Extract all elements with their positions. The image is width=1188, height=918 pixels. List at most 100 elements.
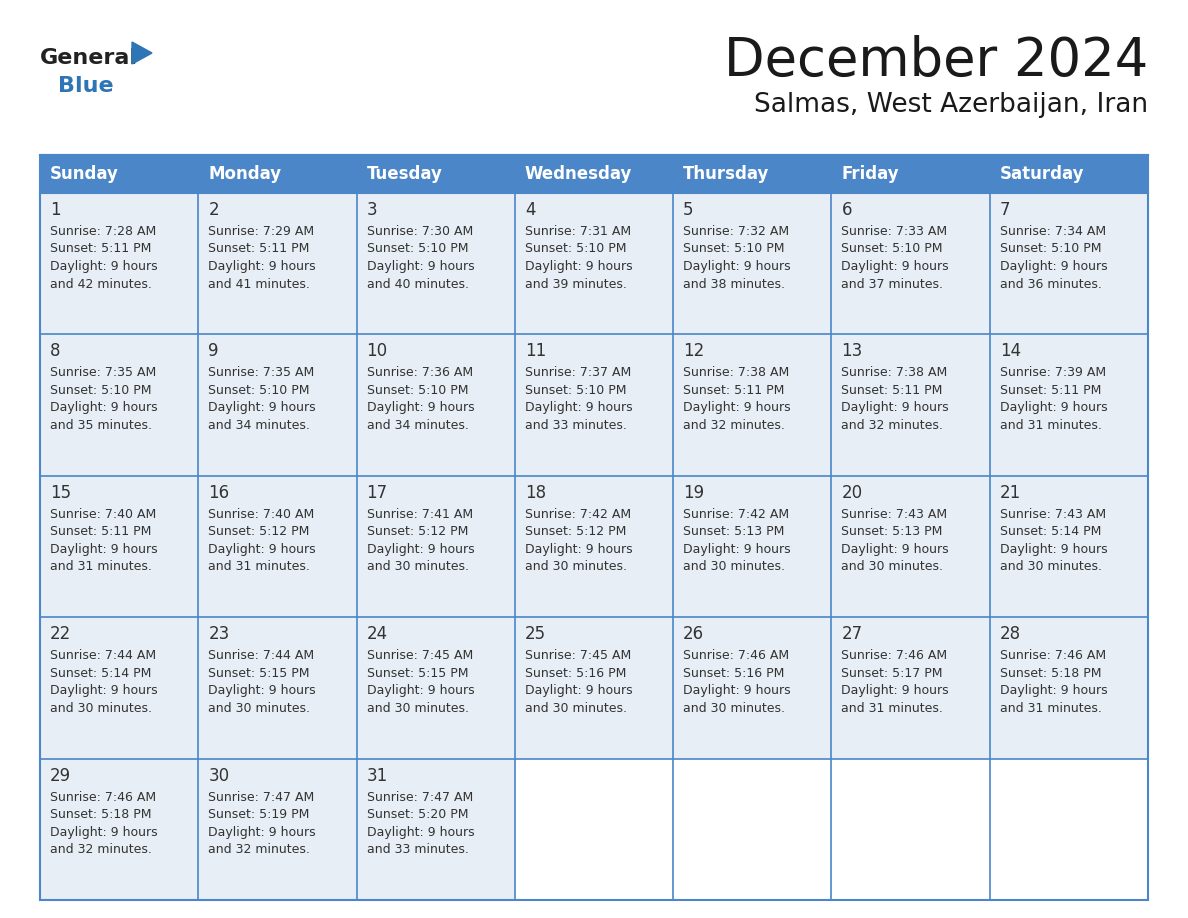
Text: Daylight: 9 hours: Daylight: 9 hours [50,401,158,414]
Text: 9: 9 [208,342,219,361]
Text: Daylight: 9 hours: Daylight: 9 hours [367,684,474,697]
Text: Daylight: 9 hours: Daylight: 9 hours [841,684,949,697]
Bar [674,334,832,476]
Bar [198,334,356,476]
Text: and 38 minutes.: and 38 minutes. [683,277,785,290]
Text: Sunrise: 7:44 AM: Sunrise: 7:44 AM [208,649,315,662]
Text: Daylight: 9 hours: Daylight: 9 hours [683,684,791,697]
Text: Daylight: 9 hours: Daylight: 9 hours [841,260,949,273]
Text: Saturday: Saturday [1000,165,1085,183]
Text: Sunrise: 7:40 AM: Sunrise: 7:40 AM [50,508,157,521]
Text: and 33 minutes.: and 33 minutes. [367,843,468,856]
Text: 5: 5 [683,201,694,219]
Text: and 31 minutes.: and 31 minutes. [1000,701,1101,715]
Text: Sunset: 5:13 PM: Sunset: 5:13 PM [683,525,784,538]
Text: 7: 7 [1000,201,1010,219]
Text: 16: 16 [208,484,229,502]
Text: Sunrise: 7:39 AM: Sunrise: 7:39 AM [1000,366,1106,379]
Text: Daylight: 9 hours: Daylight: 9 hours [50,543,158,555]
Text: 19: 19 [683,484,704,502]
Text: 23: 23 [208,625,229,644]
Bar [990,334,1148,476]
Text: and 31 minutes.: and 31 minutes. [208,560,310,574]
Text: and 36 minutes.: and 36 minutes. [1000,277,1101,290]
Bar [40,193,198,334]
Text: and 32 minutes.: and 32 minutes. [841,419,943,431]
Bar [40,758,198,900]
Bar [674,155,832,193]
Text: Sunrise: 7:35 AM: Sunrise: 7:35 AM [50,366,157,379]
Text: 4: 4 [525,201,536,219]
Text: and 30 minutes.: and 30 minutes. [50,701,152,715]
Bar [356,334,514,476]
Bar [832,155,990,193]
Bar [356,617,514,758]
Polygon shape [132,42,152,64]
Text: 17: 17 [367,484,387,502]
Text: and 33 minutes.: and 33 minutes. [525,419,627,431]
Text: Sunset: 5:14 PM: Sunset: 5:14 PM [50,666,151,679]
Text: Daylight: 9 hours: Daylight: 9 hours [367,401,474,414]
Text: 6: 6 [841,201,852,219]
Text: 12: 12 [683,342,704,361]
Text: Daylight: 9 hours: Daylight: 9 hours [367,543,474,555]
Text: 2: 2 [208,201,219,219]
Bar [674,193,832,334]
Text: Sunset: 5:19 PM: Sunset: 5:19 PM [208,808,310,821]
Text: Salmas, West Azerbaijan, Iran: Salmas, West Azerbaijan, Iran [754,92,1148,118]
Text: Sunset: 5:17 PM: Sunset: 5:17 PM [841,666,943,679]
Text: and 37 minutes.: and 37 minutes. [841,277,943,290]
Text: Daylight: 9 hours: Daylight: 9 hours [208,260,316,273]
Text: Sunrise: 7:37 AM: Sunrise: 7:37 AM [525,366,631,379]
Text: Sunrise: 7:32 AM: Sunrise: 7:32 AM [683,225,789,238]
Text: Sunset: 5:20 PM: Sunset: 5:20 PM [367,808,468,821]
Bar [990,193,1148,334]
Text: Daylight: 9 hours: Daylight: 9 hours [683,260,791,273]
Text: and 32 minutes.: and 32 minutes. [208,843,310,856]
Text: Sunrise: 7:47 AM: Sunrise: 7:47 AM [367,790,473,803]
Text: and 31 minutes.: and 31 minutes. [1000,419,1101,431]
Text: Sunrise: 7:33 AM: Sunrise: 7:33 AM [841,225,948,238]
Text: Monday: Monday [208,165,282,183]
Text: and 40 minutes.: and 40 minutes. [367,277,468,290]
Text: Daylight: 9 hours: Daylight: 9 hours [841,401,949,414]
Bar [514,334,674,476]
Text: Sunrise: 7:42 AM: Sunrise: 7:42 AM [683,508,789,521]
Text: Sunrise: 7:40 AM: Sunrise: 7:40 AM [208,508,315,521]
Bar [674,476,832,617]
Text: Sunset: 5:10 PM: Sunset: 5:10 PM [50,384,152,397]
Text: 10: 10 [367,342,387,361]
Text: Sunrise: 7:30 AM: Sunrise: 7:30 AM [367,225,473,238]
Text: and 41 minutes.: and 41 minutes. [208,277,310,290]
Text: Daylight: 9 hours: Daylight: 9 hours [367,825,474,839]
Text: Sunrise: 7:46 AM: Sunrise: 7:46 AM [841,649,948,662]
Text: Sunset: 5:10 PM: Sunset: 5:10 PM [683,242,784,255]
Text: Daylight: 9 hours: Daylight: 9 hours [525,401,632,414]
Text: Daylight: 9 hours: Daylight: 9 hours [1000,684,1107,697]
Text: Daylight: 9 hours: Daylight: 9 hours [525,260,632,273]
Text: Tuesday: Tuesday [367,165,442,183]
Text: 1: 1 [50,201,61,219]
Text: Sunset: 5:16 PM: Sunset: 5:16 PM [683,666,784,679]
Bar [832,476,990,617]
Text: and 31 minutes.: and 31 minutes. [841,701,943,715]
Text: Daylight: 9 hours: Daylight: 9 hours [683,543,791,555]
Text: and 30 minutes.: and 30 minutes. [208,701,310,715]
Text: and 30 minutes.: and 30 minutes. [683,701,785,715]
Text: Daylight: 9 hours: Daylight: 9 hours [1000,401,1107,414]
Bar [40,617,198,758]
Bar [832,193,990,334]
Text: Daylight: 9 hours: Daylight: 9 hours [367,260,474,273]
Text: Sunset: 5:14 PM: Sunset: 5:14 PM [1000,525,1101,538]
Bar [514,193,674,334]
Text: 25: 25 [525,625,546,644]
Text: Sunrise: 7:29 AM: Sunrise: 7:29 AM [208,225,315,238]
Text: Sunrise: 7:45 AM: Sunrise: 7:45 AM [525,649,631,662]
Text: Daylight: 9 hours: Daylight: 9 hours [1000,260,1107,273]
Text: Sunset: 5:10 PM: Sunset: 5:10 PM [1000,242,1101,255]
Bar [40,155,198,193]
Text: Sunset: 5:10 PM: Sunset: 5:10 PM [208,384,310,397]
Bar [832,617,990,758]
Text: and 31 minutes.: and 31 minutes. [50,560,152,574]
Text: Daylight: 9 hours: Daylight: 9 hours [525,684,632,697]
